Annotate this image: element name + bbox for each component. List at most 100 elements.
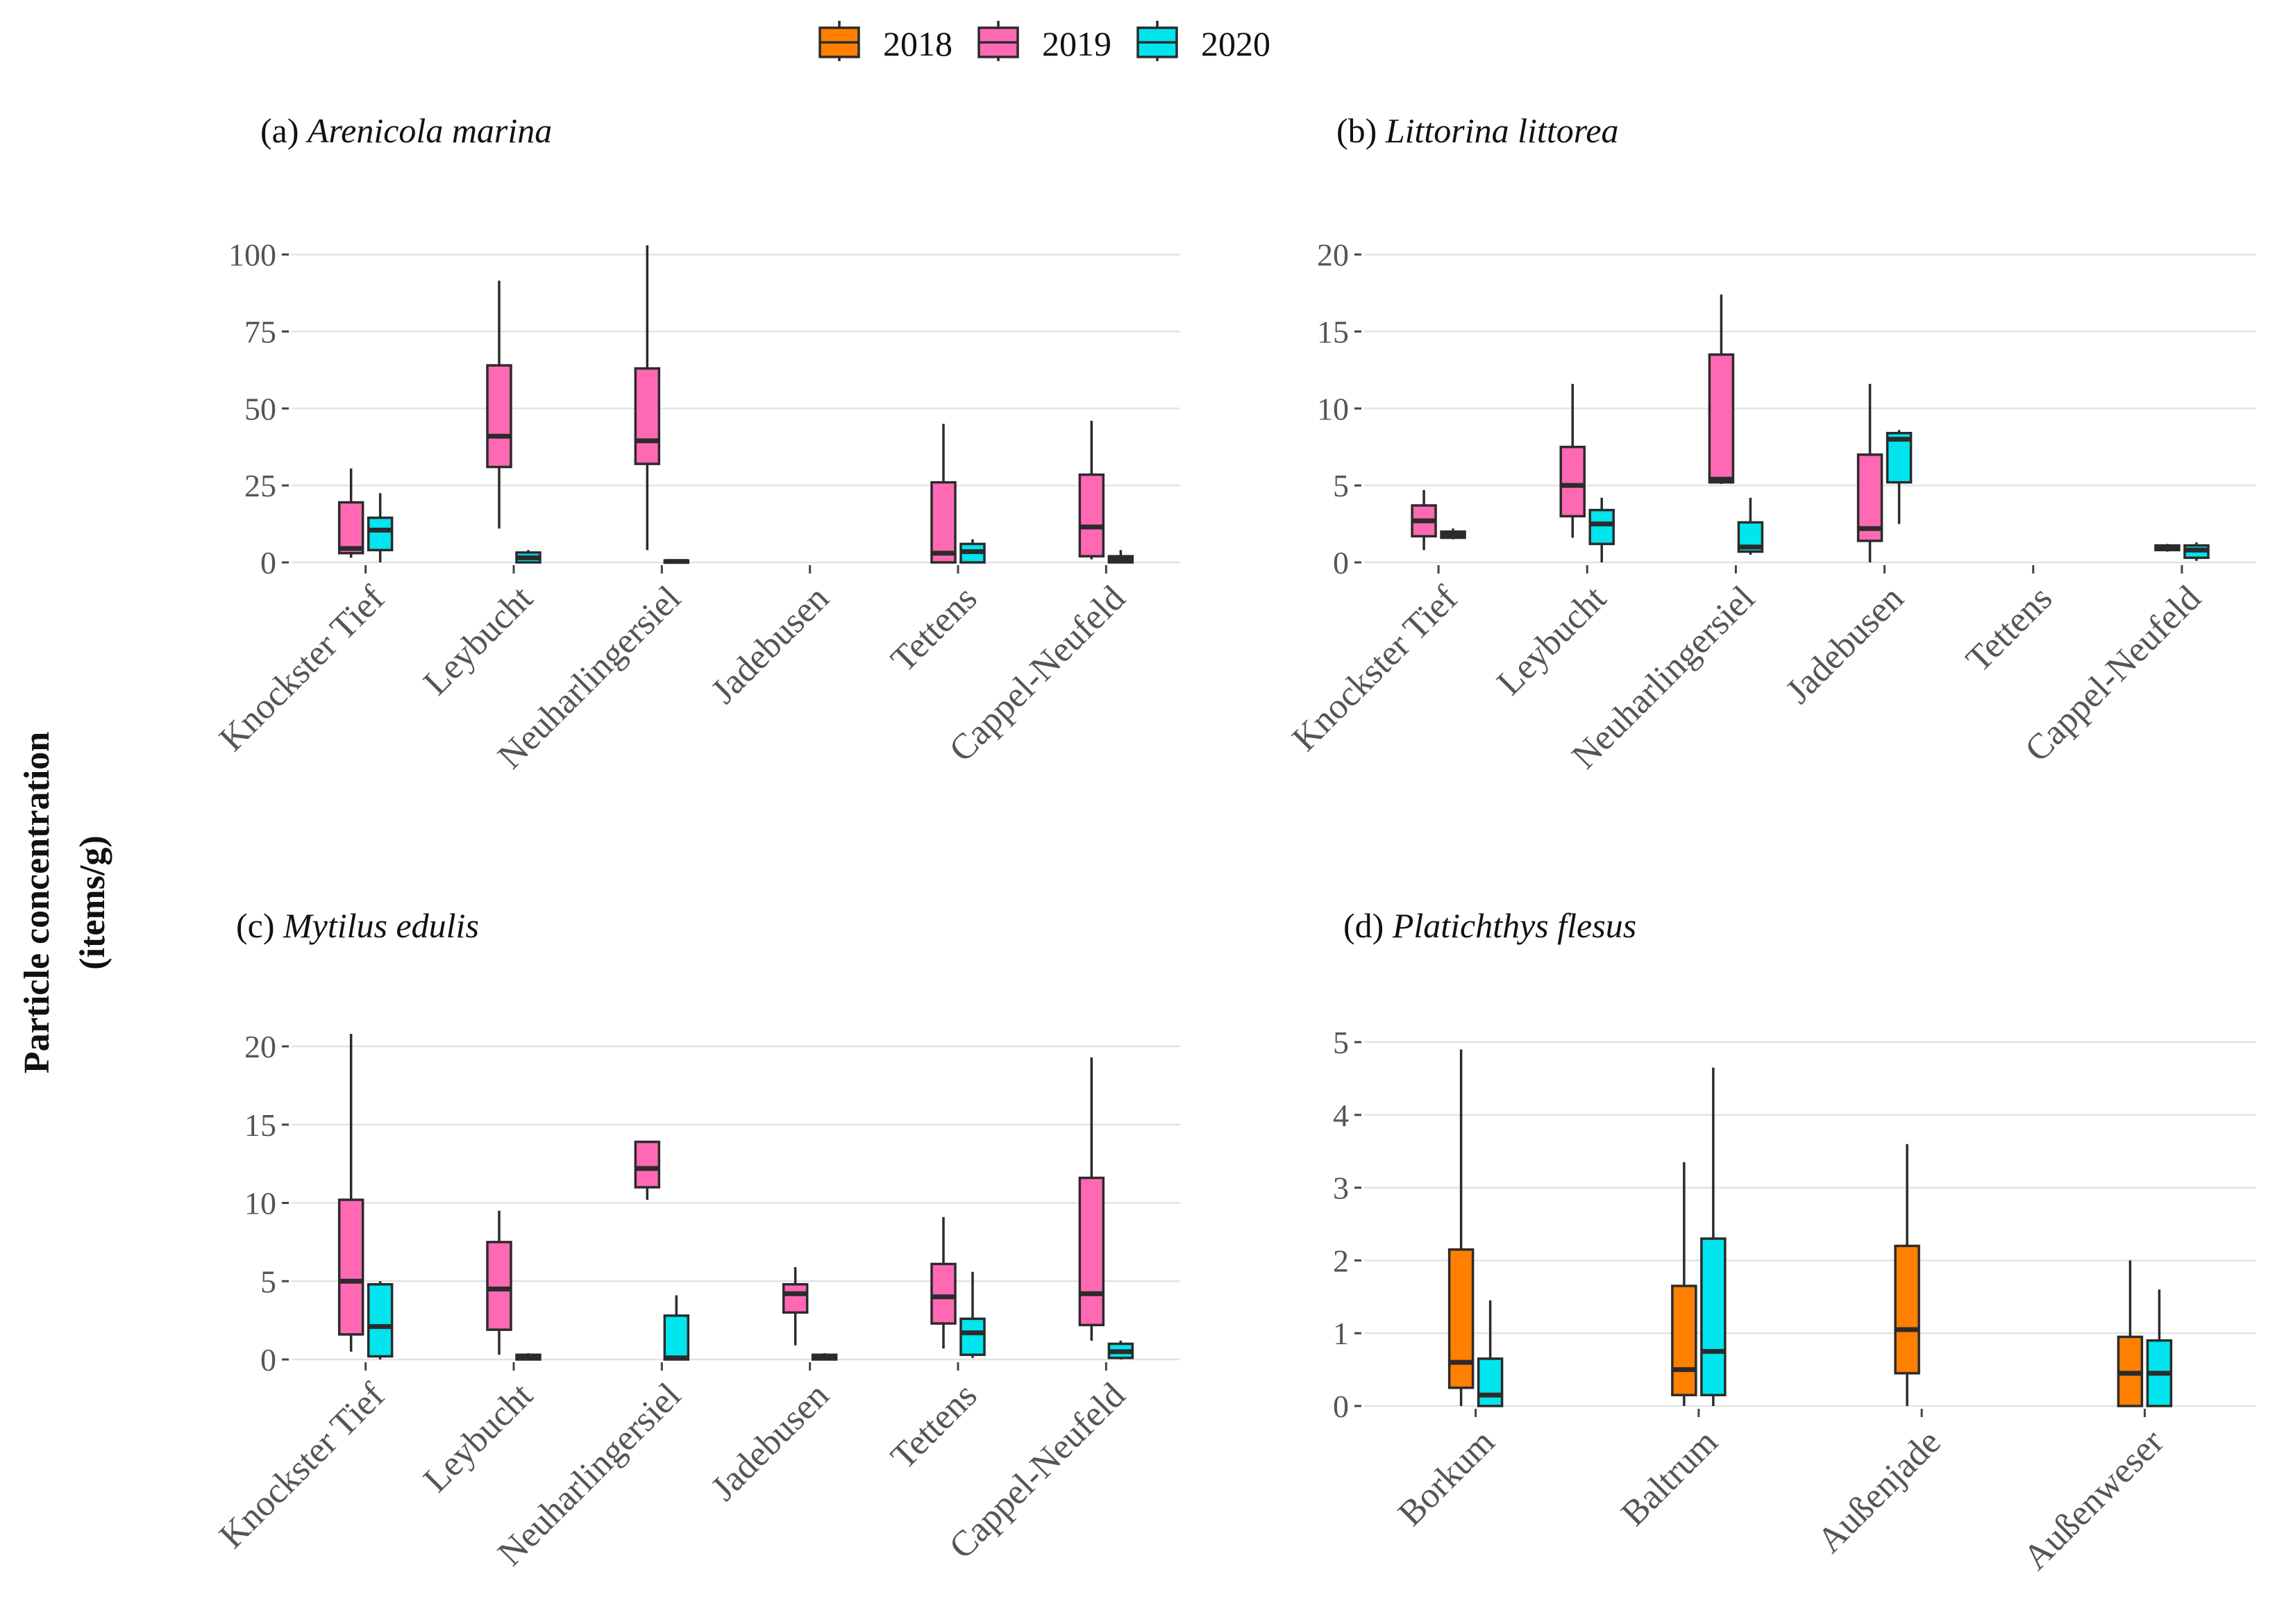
- panel-species: Platichthys flesus: [1392, 906, 1636, 945]
- box-baltrum-2020: [1700, 1067, 1727, 1406]
- category-label-borkum: Borkum: [1391, 1422, 1502, 1534]
- box-neuharlingersiel-2019: [634, 245, 661, 551]
- box-body: [634, 1140, 661, 1189]
- box-tettens-2019: [930, 424, 957, 564]
- category-label-außenjade: Außenjade: [1810, 1422, 1949, 1561]
- box-leybucht-2019: [1559, 383, 1586, 538]
- y-tick-label: 1: [1333, 1316, 1349, 1351]
- y-tick-label: 15: [244, 1107, 276, 1143]
- box-cappel-neufeld-2020: [2183, 542, 2210, 561]
- category-label-leybucht: Leybucht: [416, 1375, 541, 1500]
- y-tick-label: 50: [244, 391, 276, 426]
- box-tettens-2020: [959, 539, 986, 564]
- box-knockster-tief-2020: [367, 1281, 394, 1359]
- y-axis-label-line2: (items/g): [73, 835, 112, 969]
- category-label-jadebusen: Jadebusen: [1779, 578, 1911, 711]
- box-borkum-2020: [1477, 1300, 1504, 1407]
- box-cappel-neufeld-2019: [2154, 544, 2181, 552]
- box-body: [634, 367, 661, 465]
- panel-arenicola-marina: (a) Arenicola marina 0 25 50 75 100 Knockster …: [212, 111, 1180, 777]
- panel-mytilus-edulis: (c) Mytilus edulis 0 5 10 15 20 Knockster Tief…: [212, 906, 1180, 1574]
- panel-letter: (a): [260, 111, 308, 150]
- panels: (a) Arenicola marina0255075100Knockster …: [212, 111, 2256, 1577]
- y-axis-label-line1: Particle concentration: [17, 732, 57, 1073]
- box-knockster-tief-2020: [367, 493, 394, 562]
- y-tick-label: 2: [1333, 1243, 1349, 1278]
- y-tick-label: 5: [1333, 468, 1349, 503]
- box-body: [367, 516, 394, 552]
- box-body: [930, 1262, 957, 1325]
- panel-species: Littorina littorea: [1385, 111, 1619, 150]
- y-axis-label: Particle concentration (items/g): [17, 732, 112, 1073]
- panel-littorina-littorea: (b) Littorina littorea 0 5 10 15 20 Knockster …: [1285, 111, 2256, 777]
- box-body: [486, 1241, 512, 1331]
- box-body: [1559, 445, 1586, 518]
- box-body: [367, 1283, 394, 1358]
- category-label-jadebusen: Jadebusen: [704, 578, 837, 711]
- y-tick-label: 3: [1333, 1171, 1349, 1206]
- category-label-außenweser: Außenweser: [2016, 1422, 2172, 1577]
- box-body: [337, 1198, 364, 1336]
- box-body: [1700, 1237, 1727, 1397]
- box-body: [959, 1317, 986, 1356]
- box-jadebusen-2020: [1886, 430, 1913, 524]
- box-knockster-tief-2019: [337, 1034, 364, 1352]
- category-label-knockster-tief: Knockster Tief: [212, 1375, 392, 1556]
- box-body: [1078, 1176, 1105, 1327]
- y-tick-label: 20: [244, 1029, 276, 1064]
- panel-letter: (d): [1343, 906, 1393, 945]
- category-label-jadebusen: Jadebusen: [704, 1375, 837, 1508]
- box-außenweser-2018: [2117, 1260, 2144, 1407]
- box-body: [1477, 1357, 1504, 1407]
- y-tick-label: 20: [1317, 237, 1349, 273]
- panel-title: (d) Platichthys flesus: [1343, 906, 1636, 945]
- legend-item-2020: 2020: [1136, 21, 1270, 63]
- box-leybucht-2019: [486, 281, 512, 529]
- panel-letter: (c): [236, 906, 283, 945]
- box-tettens-2020: [959, 1271, 986, 1358]
- panel-letter: (b): [1336, 111, 1386, 150]
- box-neuharlingersiel-2020: [663, 1295, 690, 1361]
- box-body: [1588, 508, 1615, 546]
- y-tick-label: 10: [244, 1186, 276, 1221]
- y-tick-label: 0: [260, 545, 276, 580]
- legend-label-2019: 2019: [1042, 24, 1111, 63]
- category-label-knockster-tief: Knockster Tief: [212, 578, 392, 759]
- box-cappel-neufeld-2020: [1107, 1340, 1134, 1359]
- category-label-leybucht: Leybucht: [416, 578, 541, 703]
- category-label-knockster-tief: Knockster Tief: [1285, 578, 1466, 759]
- box-außenweser-2020: [2146, 1289, 2173, 1407]
- box-body: [930, 480, 957, 564]
- box-body: [1894, 1244, 1920, 1375]
- y-tick-label: 0: [260, 1342, 276, 1378]
- box-jadebusen-2019: [782, 1266, 809, 1346]
- y-tick-label: 25: [244, 468, 276, 503]
- legend-label-2020: 2020: [1201, 24, 1270, 63]
- panel-title: (b) Littorina littorea: [1336, 111, 1619, 150]
- box-body: [1708, 353, 1735, 484]
- category-label-baltrum: Baltrum: [1614, 1422, 1726, 1534]
- box-leybucht-2020: [515, 1353, 541, 1361]
- box-jadebusen-2019: [1856, 383, 1883, 562]
- category-label-tettens: Tettens: [884, 578, 985, 680]
- panel-title: (c) Mytilus edulis: [236, 906, 479, 945]
- y-tick-label: 5: [1333, 1025, 1349, 1060]
- y-tick-label: 5: [260, 1264, 276, 1299]
- y-tick-label: 0: [1333, 1389, 1349, 1424]
- legend-item-2019: 2019: [977, 21, 1111, 63]
- box-neuharlingersiel-2020: [1737, 497, 1764, 555]
- box-borkum-2018: [1447, 1049, 1475, 1406]
- box-baltrum-2018: [1671, 1162, 1697, 1406]
- box-außenjade-2018: [1894, 1144, 1920, 1406]
- legend: 2018 2019 2020: [818, 21, 1270, 63]
- box-cappel-neufeld-2020: [1107, 550, 1134, 564]
- panel-species: Mytilus edulis: [283, 906, 479, 945]
- y-tick-label: 75: [244, 314, 276, 349]
- box-body: [1078, 473, 1105, 558]
- legend-label-2018: 2018: [883, 24, 952, 63]
- panel-title: (a) Arenicola marina: [260, 111, 552, 150]
- box-leybucht-2019: [486, 1210, 512, 1355]
- y-tick-label: 100: [228, 237, 276, 273]
- box-body: [1671, 1284, 1697, 1397]
